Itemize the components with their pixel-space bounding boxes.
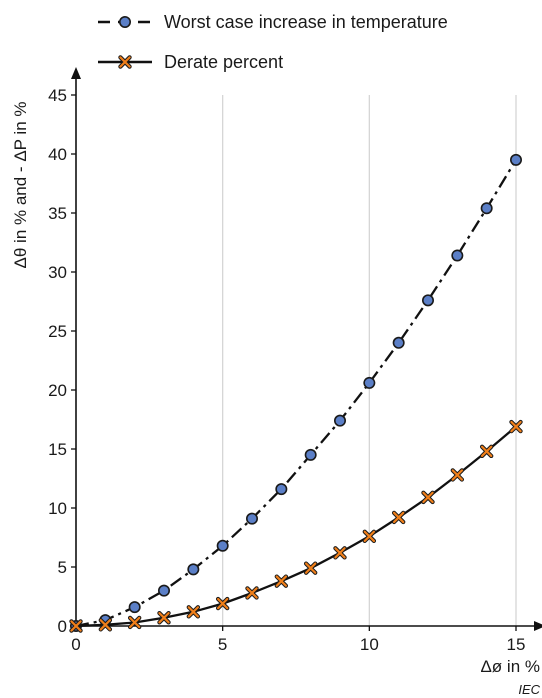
- x-tick-label: 5: [218, 635, 227, 654]
- data-point: [187, 563, 200, 576]
- legend-label: Derate percent: [164, 52, 283, 72]
- data-point: [216, 539, 229, 552]
- data-point: [333, 414, 346, 427]
- data-point: [480, 202, 493, 215]
- y-tick-label: 5: [58, 558, 67, 577]
- x-axis-arrow: [534, 621, 542, 631]
- legend-marker: [119, 15, 132, 28]
- data-point: [186, 605, 201, 619]
- data-point: [245, 586, 259, 600]
- grid: [222, 95, 517, 626]
- y-tick-label: 35: [48, 204, 67, 223]
- axes: [71, 67, 542, 631]
- y-tick-label: 30: [48, 263, 67, 282]
- data-point: [158, 584, 171, 597]
- data-point: [421, 490, 435, 505]
- series-line: [75, 159, 517, 628]
- data-point: [127, 615, 142, 630]
- data-point: [421, 294, 434, 307]
- series-line: [75, 425, 517, 628]
- data-point: [391, 510, 406, 525]
- legend: Worst case increase in temperature Derate…: [98, 12, 448, 72]
- series-1: [69, 419, 523, 633]
- data-point: [362, 529, 377, 544]
- data-point: [509, 419, 523, 434]
- data-point: [333, 546, 347, 560]
- data-point: [304, 448, 317, 461]
- legend-label: Worst case increase in temperature: [164, 12, 448, 32]
- data-point: [450, 468, 465, 482]
- data-point: [98, 618, 113, 632]
- iec-annotation: IEC: [518, 682, 540, 697]
- y-axis-arrow: [71, 67, 81, 79]
- data-point: [392, 336, 405, 349]
- x-axis-label: Δø in %: [480, 657, 540, 676]
- x-tick-label: 0: [71, 635, 80, 654]
- series-0: [70, 153, 522, 632]
- data-point: [479, 444, 494, 459]
- data-point: [303, 561, 318, 575]
- x-tick-label: 10: [360, 635, 379, 654]
- y-tick-label: 15: [48, 440, 67, 459]
- legend-entry: Worst case increase in temperature: [98, 12, 448, 32]
- y-tick-label: 40: [48, 145, 67, 164]
- data-point: [451, 249, 464, 262]
- data-point: [157, 611, 171, 625]
- data-point: [128, 601, 141, 614]
- tick-labels: 0 5 10 15 0 5 10 15 20 25 30 35 40 45: [48, 86, 525, 654]
- y-tick-label: 0: [58, 617, 67, 636]
- y-axis-label: Δθ in % and - ΔP in %: [11, 102, 30, 269]
- legend-entry: Derate percent: [98, 52, 283, 72]
- y-tick-label: 45: [48, 86, 67, 105]
- series-group: [69, 153, 523, 633]
- y-tick-label: 10: [48, 499, 67, 518]
- data-point: [215, 596, 230, 611]
- data-point: [274, 574, 289, 588]
- x-tick-label: 15: [507, 635, 526, 654]
- data-point: [363, 376, 376, 389]
- y-tick-label: 20: [48, 381, 67, 400]
- legend-marker: [118, 55, 132, 69]
- y-tick-label: 25: [48, 322, 67, 341]
- data-point: [246, 512, 259, 525]
- data-point: [509, 153, 522, 166]
- data-point: [275, 483, 288, 496]
- data-point: [69, 619, 83, 633]
